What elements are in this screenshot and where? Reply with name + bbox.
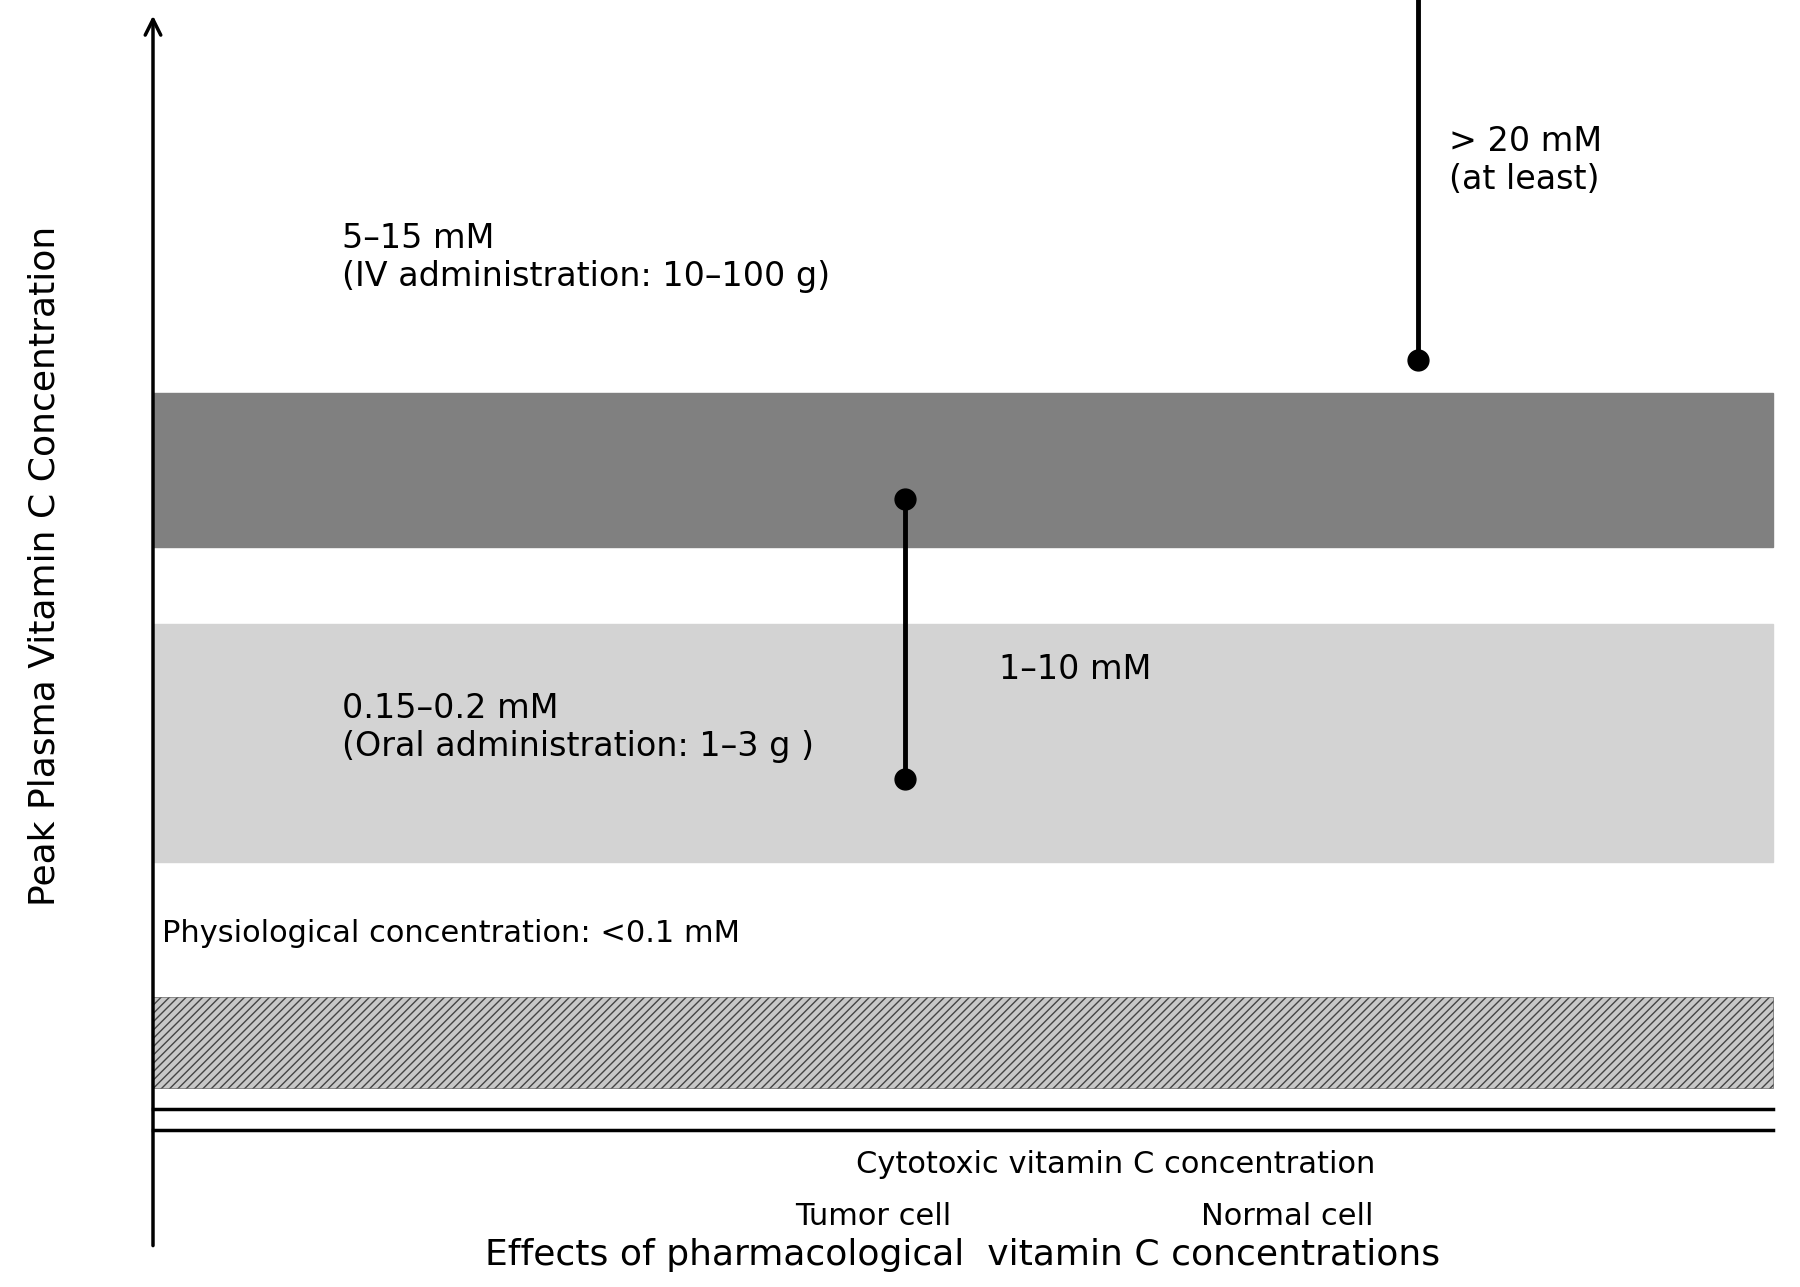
Bar bbox=[153, 393, 1773, 547]
Text: Effects of pharmacological  vitamin C concentrations: Effects of pharmacological vitamin C con… bbox=[486, 1238, 1440, 1272]
Text: 0.15–0.2 mM
(Oral administration: 1–3 g ): 0.15–0.2 mM (Oral administration: 1–3 g … bbox=[342, 691, 814, 763]
Text: Peak Plasma Vitamin C Concentration: Peak Plasma Vitamin C Concentration bbox=[29, 227, 61, 906]
Text: Physiological concentration: <0.1 mM: Physiological concentration: <0.1 mM bbox=[162, 919, 740, 947]
Bar bbox=[153, 997, 1773, 1088]
Text: 1–10 mM: 1–10 mM bbox=[999, 653, 1152, 686]
Text: Tumor cell: Tumor cell bbox=[796, 1202, 950, 1230]
Text: Cytotoxic vitamin C concentration: Cytotoxic vitamin C concentration bbox=[857, 1151, 1375, 1179]
Text: > 20 mM
(at least): > 20 mM (at least) bbox=[1449, 125, 1602, 197]
Text: Normal cell: Normal cell bbox=[1201, 1202, 1373, 1230]
Bar bbox=[153, 624, 1773, 862]
Text: 5–15 mM
(IV administration: 10–100 g): 5–15 mM (IV administration: 10–100 g) bbox=[342, 221, 830, 293]
